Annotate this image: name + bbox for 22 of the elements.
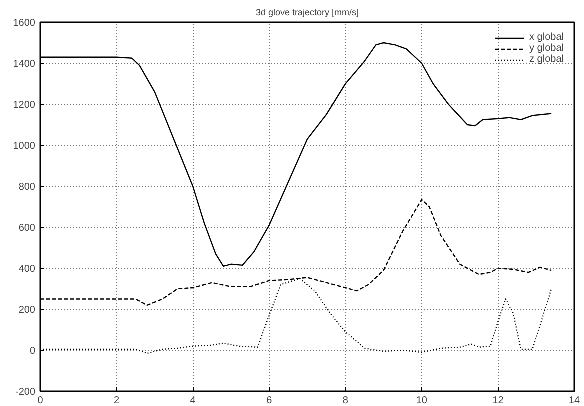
x-tick-label: 2 — [114, 396, 120, 406]
y-tick-label: 1200 — [13, 100, 36, 111]
y-tick-label: 200 — [18, 305, 36, 316]
y-tick-label: 0 — [30, 346, 36, 357]
legend-label: x global — [530, 32, 564, 43]
x-tick-label: 6 — [266, 396, 273, 406]
x-tick-label: 0 — [38, 396, 44, 406]
x-tick-label: 4 — [190, 396, 196, 406]
x-tick-label: 10 — [416, 396, 428, 406]
y-tick-label: 800 — [18, 182, 36, 193]
chart-title: 3d glove trajectory [mm/s] — [256, 8, 360, 18]
legend-label: z global — [530, 54, 564, 65]
x-tick-label: 12 — [492, 396, 504, 406]
y-tick-label: -200 — [15, 387, 36, 398]
y-tick-label: 1400 — [13, 59, 36, 70]
y-tick-label: 600 — [18, 223, 36, 234]
y-tick-label: 1000 — [13, 141, 36, 152]
x-tick-label: 14 — [568, 396, 580, 406]
y-tick-label: 1600 — [13, 18, 36, 29]
y-tick-label: 400 — [18, 264, 36, 275]
legend-label: y global — [530, 43, 564, 54]
x-tick-label: 8 — [342, 396, 349, 406]
